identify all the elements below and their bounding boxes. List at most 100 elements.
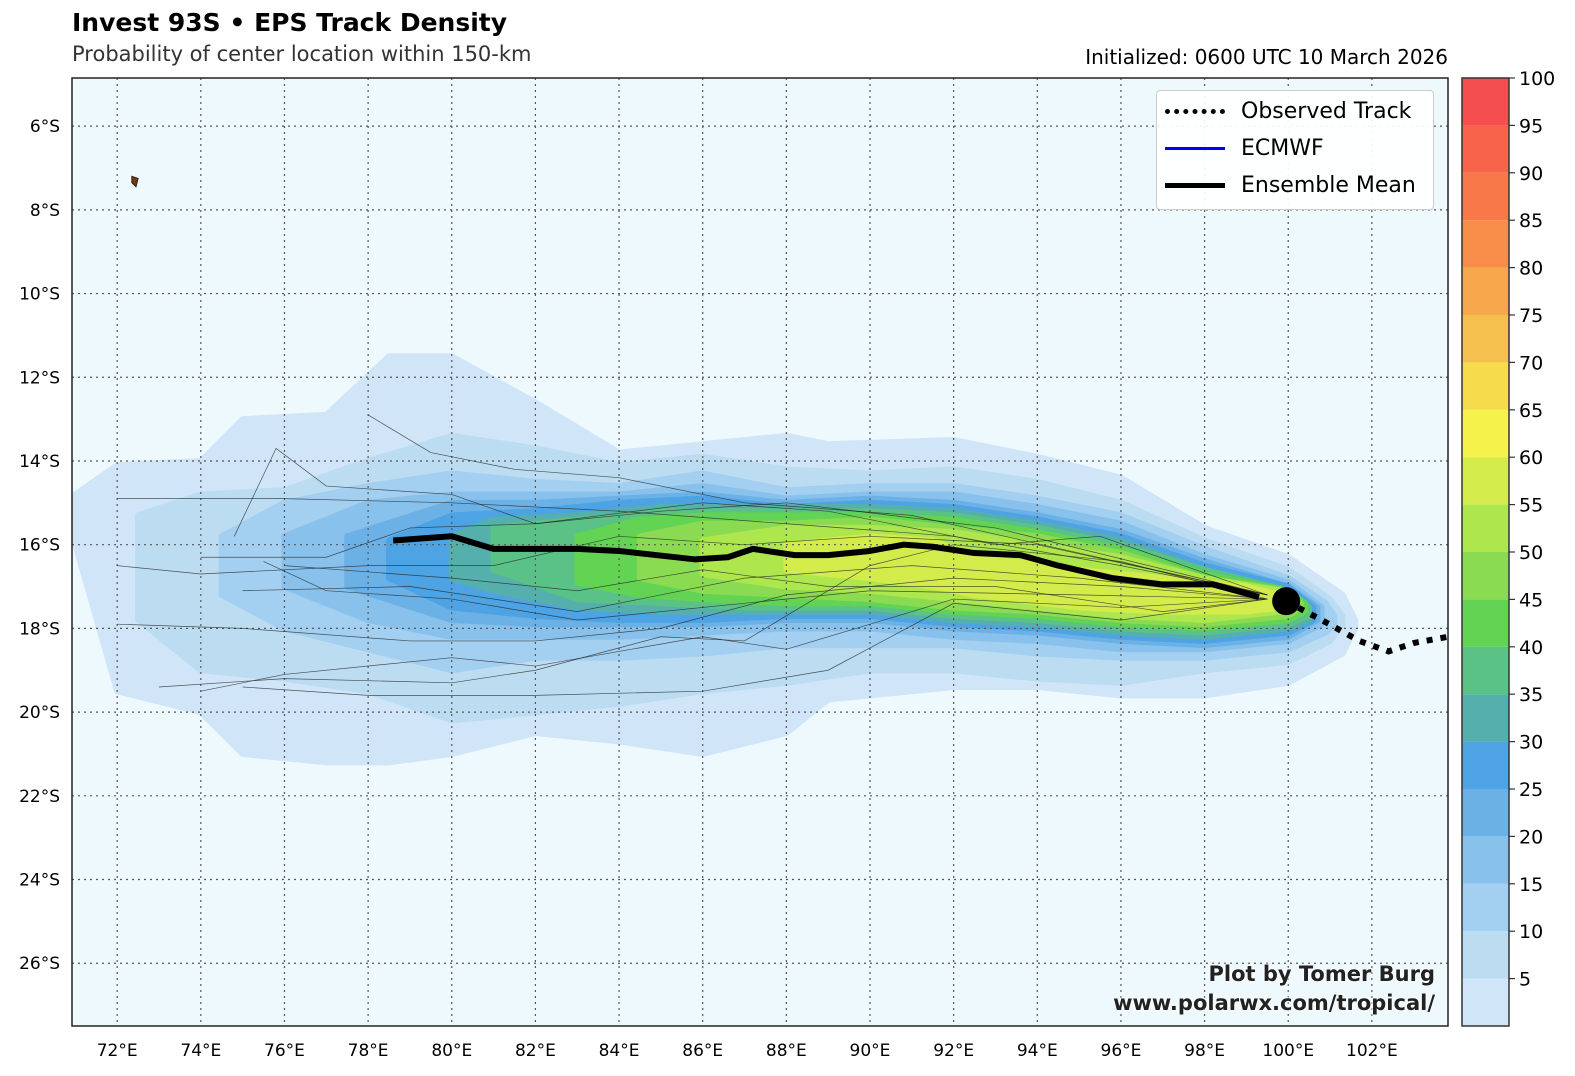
x-tick-label: 98°E — [1184, 1041, 1225, 1061]
y-tick-label: 8°S — [30, 201, 60, 221]
x-tick-label: 92°E — [933, 1041, 974, 1061]
colorbar-segment-65 — [1462, 362, 1509, 410]
credit-url: www.polarwx.com/tropical/ — [1113, 991, 1435, 1015]
colorbar-segment-50 — [1462, 504, 1509, 552]
member-track — [284, 565, 1268, 612]
x-tick-label: 74°E — [180, 1041, 221, 1061]
colorbar-tick-label: 50 — [1519, 542, 1543, 564]
x-tick-label: 94°E — [1017, 1041, 1058, 1061]
island — [131, 175, 139, 188]
colorbar-tick-label: 60 — [1519, 447, 1543, 469]
colorbar-tick-label: 70 — [1519, 352, 1543, 374]
colorbar-segment-5 — [1462, 931, 1509, 979]
main-tracks — [392, 533, 1448, 655]
y-tick-label: 22°S — [19, 787, 60, 807]
x-tick-label: 90°E — [850, 1041, 891, 1061]
legend: Observed Track ECMWF Ensemble Mean — [1156, 90, 1434, 210]
x-tick-label: 72°E — [97, 1041, 138, 1061]
colorbar-tick-label: 90 — [1519, 163, 1543, 185]
colorbar-segment-15 — [1462, 836, 1509, 884]
map-frame — [71, 77, 1449, 1027]
colorbar-tick-label: 15 — [1519, 874, 1543, 896]
chart-title: Invest 93S • EPS Track Density — [72, 8, 508, 37]
member-track — [158, 544, 1268, 688]
member-tracks — [117, 414, 1268, 696]
member-track — [117, 577, 1268, 642]
x-axis-ticks: 72°E 74°E 76°E 78°E 80°E 82°E 84°E 86°E 88°E 90°E… — [97, 1041, 1398, 1061]
colorbar-segment-55 — [1462, 457, 1509, 505]
colorbar-segment-70 — [1462, 315, 1509, 363]
observed-track — [1284, 598, 1448, 655]
colorbar-tick-label: 30 — [1519, 732, 1543, 754]
colorbar-segment-10 — [1462, 883, 1509, 932]
colorbar-tick-label: 5 — [1519, 969, 1531, 991]
y-tick-label: 10°S — [19, 285, 60, 305]
member-track — [117, 498, 1268, 596]
colorbar-tick-label: 100 — [1519, 68, 1555, 90]
x-tick-label: 84°E — [599, 1041, 640, 1061]
y-tick-label: 6°S — [30, 117, 60, 137]
colorbar-tick-label: 20 — [1519, 826, 1543, 848]
colorbar-segment-85 — [1462, 172, 1509, 221]
member-track — [200, 502, 1268, 596]
x-tick-label: 102°E — [1346, 1041, 1398, 1061]
legend-item-observed: Observed Track — [1165, 94, 1411, 128]
y-tick-label: 24°S — [19, 871, 60, 891]
colorbar-segment-95 — [1462, 78, 1509, 126]
ecmwf-swatch — [1165, 146, 1225, 150]
member-track — [117, 535, 1268, 596]
legend-item-mean: Ensemble Mean — [1165, 168, 1416, 202]
ensemble-mean-swatch — [1165, 182, 1225, 188]
colorbar-segment-90 — [1462, 125, 1509, 173]
colorbar-tick-label: 40 — [1519, 637, 1543, 659]
member-track — [242, 598, 1268, 696]
y-tick-label: 20°S — [19, 703, 60, 723]
colorbar-segment-45 — [1462, 552, 1509, 600]
colorbar-segment-30 — [1462, 694, 1509, 742]
member-track — [263, 561, 1268, 621]
member-track — [233, 447, 1268, 596]
colorbar-tick-label: 55 — [1519, 495, 1543, 517]
legend-label-observed: Observed Track — [1241, 98, 1412, 124]
colorbar-segment-60 — [1462, 409, 1509, 458]
member-track — [242, 565, 1268, 612]
initialized-time: Initialized: 0600 UTC 10 March 2026 — [1085, 45, 1448, 69]
current-position-marker — [1272, 587, 1301, 616]
member-track — [367, 414, 1268, 596]
colorbar-tick-label: 75 — [1519, 305, 1543, 327]
x-tick-label: 100°E — [1262, 1041, 1314, 1061]
y-tick-label: 16°S — [19, 536, 60, 556]
x-tick-label: 86°E — [682, 1041, 723, 1061]
land-areas — [131, 175, 139, 188]
x-tick-label: 96°E — [1101, 1041, 1142, 1061]
colorbar-segment-80 — [1462, 220, 1509, 268]
x-tick-label: 80°E — [431, 1041, 472, 1061]
colorbar-segment-0 — [1462, 978, 1509, 1026]
chart-subtitle: Probability of center location within 15… — [72, 42, 532, 66]
colorbar-segment-35 — [1462, 646, 1509, 695]
colorbar-segment-40 — [1462, 599, 1509, 647]
x-tick-label: 76°E — [264, 1041, 305, 1061]
x-tick-label: 78°E — [348, 1041, 389, 1061]
member-track — [200, 598, 1268, 692]
y-tick-label: 18°S — [19, 619, 60, 639]
x-tick-label: 82°E — [515, 1041, 556, 1061]
colorbar-segment-20 — [1462, 789, 1509, 837]
y-tick-label: 26°S — [19, 954, 60, 974]
colorbar-tick-label: 95 — [1519, 115, 1543, 137]
legend-label-mean: Ensemble Mean — [1241, 172, 1416, 198]
colorbar-tick-label: 85 — [1519, 210, 1543, 232]
colorbar-tick-label: 10 — [1519, 921, 1543, 943]
y-axis-ticks: 6°S 8°S 10°S 12°S 14°S 16°S 18°S 20°S 22°S 24°S 26… — [19, 117, 60, 974]
colorbar-tick-label: 35 — [1519, 684, 1543, 706]
colorbar-tick-label: 45 — [1519, 589, 1543, 611]
legend-item-ecmwf: ECMWF — [1165, 131, 1324, 165]
observed-track-swatch — [1165, 108, 1225, 114]
colorbar-segment-75 — [1462, 267, 1509, 315]
y-tick-label: 12°S — [19, 368, 60, 388]
credit-author: Plot by Tomer Burg — [1208, 962, 1436, 986]
y-tick-label: 14°S — [19, 452, 60, 472]
colorbar-tick-label: 25 — [1519, 779, 1543, 801]
colorbar-segment-25 — [1462, 741, 1509, 789]
